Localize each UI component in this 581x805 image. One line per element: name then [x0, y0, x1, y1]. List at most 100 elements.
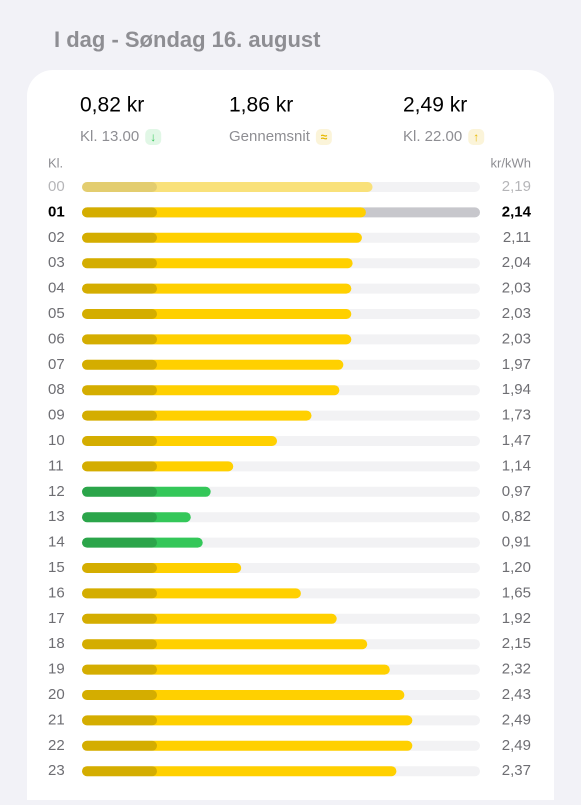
value-label: 0,91: [502, 534, 531, 551]
bar-base: [82, 334, 157, 345]
hour-label: 15: [48, 559, 65, 576]
hour-label: 04: [48, 280, 65, 297]
hour-label: 00: [48, 178, 65, 195]
hour-label: 18: [48, 635, 65, 652]
value-label: 1,47: [502, 432, 531, 449]
bar-base: [82, 283, 157, 294]
value-label: 2,49: [502, 737, 531, 754]
value-label: 2,15: [502, 635, 531, 652]
bar-base: [82, 715, 157, 726]
value-label: 2,03: [502, 280, 531, 297]
bar-base: [82, 359, 157, 370]
hour-label: 07: [48, 356, 65, 373]
bar-base: [82, 410, 157, 421]
hour-label: 23: [48, 762, 65, 779]
hour-label: 11: [48, 457, 64, 474]
category-axis-label: Kl.: [48, 155, 63, 170]
value-label: 2,03: [502, 305, 531, 322]
bar: [82, 436, 278, 446]
stat-icon: ≈: [321, 130, 328, 144]
bar-base: [82, 690, 157, 700]
bar: [82, 613, 337, 624]
bar: [82, 182, 373, 192]
stat-icon: ↑: [473, 130, 479, 144]
bar-base: [82, 309, 157, 319]
value-label: 2,11: [503, 229, 531, 246]
value-label: 1,65: [502, 584, 531, 601]
bar: [82, 359, 344, 370]
bar: [82, 207, 366, 218]
value-label: 1,20: [502, 559, 531, 576]
bar: [82, 664, 390, 675]
hour-label: 21: [48, 711, 65, 728]
page-title: I dag - Søndag 16. august: [54, 27, 321, 52]
value-label: 2,49: [502, 711, 531, 728]
hour-label: 17: [48, 610, 65, 627]
bar: [82, 283, 352, 294]
stat-icon-bg: [468, 129, 485, 145]
bar-base: [82, 385, 157, 396]
value-label: 0,82: [502, 508, 531, 525]
hour-label: 12: [48, 483, 65, 500]
value-label: 1,94: [502, 381, 531, 398]
bar-base: [82, 537, 157, 548]
bar-base: [82, 664, 157, 675]
bar: [82, 588, 301, 599]
bar: [82, 512, 191, 523]
bar-base: [82, 766, 157, 777]
hour-label: 01: [48, 203, 65, 220]
hour-label: 06: [48, 330, 65, 347]
bar: [82, 334, 352, 345]
value-label: 2,37: [502, 762, 531, 779]
bar-base: [82, 182, 157, 192]
bar-base: [82, 232, 157, 243]
bar-base: [82, 512, 157, 523]
bar: [82, 461, 234, 472]
bar-base: [82, 563, 157, 573]
bar: [82, 715, 413, 726]
hour-label: 09: [48, 407, 65, 424]
value-label: 1,73: [502, 407, 531, 424]
bar: [82, 537, 203, 548]
bar-base: [82, 740, 157, 751]
stat-icon-bg: [315, 129, 332, 145]
hour-label: 20: [48, 686, 65, 703]
bar: [82, 563, 242, 573]
stat-value: 0,82 kr: [80, 94, 144, 117]
value-label: 2,43: [502, 686, 531, 703]
stat-label: Kl. 22.00: [403, 128, 462, 145]
bar: [82, 410, 312, 421]
value-axis-label: kr/kWh: [491, 155, 531, 170]
value-label: 1,14: [502, 457, 531, 474]
bar: [82, 486, 211, 497]
value-label: 2,32: [502, 661, 531, 678]
bar: [82, 740, 413, 751]
bar: [82, 258, 353, 269]
bar: [82, 385, 340, 396]
bar-base: [82, 258, 157, 269]
hour-label: 10: [48, 432, 65, 449]
value-label: 2,04: [502, 254, 531, 271]
bar-base: [82, 486, 157, 497]
bar-base: [82, 613, 157, 624]
stat-icon-bg: [145, 129, 162, 145]
value-label: 1,92: [502, 610, 531, 627]
hour-label: 22: [48, 737, 65, 754]
hour-label: 02: [48, 229, 65, 246]
hour-label: 19: [48, 661, 65, 678]
bar-base: [82, 436, 157, 446]
hour-label: 03: [48, 254, 65, 271]
bar: [82, 309, 352, 319]
value-label: 2,03: [502, 330, 531, 347]
hour-label: 13: [48, 508, 65, 525]
bar-base: [82, 588, 157, 599]
hour-label: 14: [48, 534, 65, 551]
value-label: 1,97: [502, 356, 531, 373]
stat-value: 2,49 kr: [403, 94, 467, 117]
stat-label: Kl. 13.00: [80, 128, 139, 145]
bar: [82, 232, 362, 243]
hour-label: 05: [48, 305, 65, 322]
hour-label: 08: [48, 381, 65, 398]
